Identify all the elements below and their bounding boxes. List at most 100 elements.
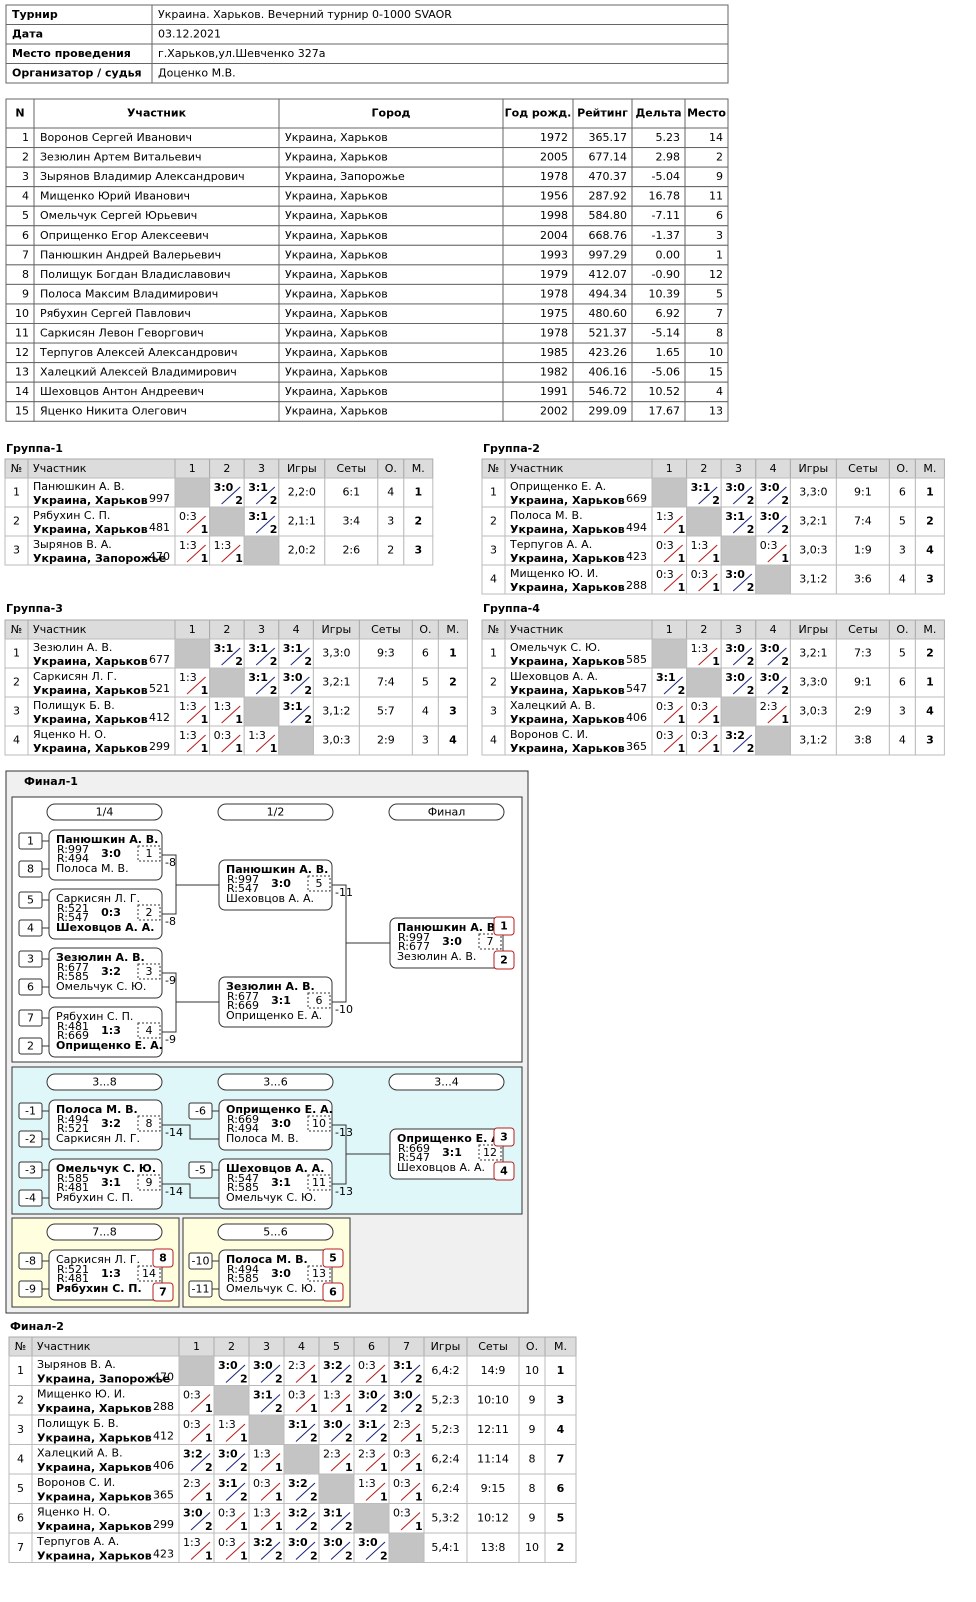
match-box [48, 1158, 163, 1210]
participant-cell: 406.16 [589, 366, 628, 379]
match-points: 1 [415, 1461, 423, 1474]
total-games: 3,2:1 [799, 515, 827, 528]
match-score: 2:3 [358, 1448, 376, 1461]
cell [914, 535, 945, 566]
match-score: 3:0 [323, 1418, 343, 1431]
seed-label: 7 [27, 1012, 34, 1025]
participant-cell: Мищенко Юрий Иванович [40, 190, 190, 203]
match-score: 0:3 [183, 1418, 201, 1431]
final-title: Финал-1 [24, 775, 78, 788]
cell [358, 638, 413, 669]
score-slash [732, 676, 753, 695]
total-points: 9 [529, 1511, 536, 1524]
column-header: Игры [431, 1340, 461, 1353]
match-score: 3:2 [101, 1117, 121, 1130]
row-number: 2 [13, 515, 20, 528]
match-points: 1 [678, 552, 686, 565]
score-slash [663, 573, 683, 592]
cell [686, 564, 722, 595]
player-city: Украина, Харьков [37, 1432, 152, 1445]
round-label [46, 1223, 163, 1241]
player-rating: 288 [626, 579, 647, 592]
score-slash [767, 486, 787, 505]
cell [209, 535, 245, 566]
player-bottom: Оприщенко Е. А. [226, 1009, 322, 1022]
seed-box [188, 1280, 213, 1298]
match-points: 1 [201, 523, 209, 536]
match-score: 3:1 [656, 671, 676, 684]
participant-cell: 7 [716, 307, 723, 320]
cell [283, 1532, 320, 1563]
game-number-box [478, 1144, 502, 1161]
match-points: 1 [415, 1491, 423, 1504]
cell [31, 1444, 180, 1475]
rating-bottom: R:585 [57, 970, 89, 983]
match-points: 2 [235, 494, 243, 507]
column-header: Год рожд. [505, 107, 572, 120]
cell [377, 535, 405, 566]
participant-cell: 1.65 [656, 346, 681, 359]
match-points: 1 [205, 1432, 213, 1445]
match-points: 1 [380, 1491, 388, 1504]
cell [358, 725, 413, 756]
participant-cell: 13 [709, 405, 723, 418]
loser-to: -9 [165, 1033, 176, 1046]
player-rating: 406 [153, 1459, 174, 1472]
final-place: 1 [500, 920, 508, 933]
match-score: 3:0 [760, 642, 780, 655]
player-name: Мищенко Ю. И. [37, 1388, 125, 1401]
column-header: 4 [770, 462, 777, 475]
participant-cell: 16.78 [649, 190, 681, 203]
score-slash [330, 1394, 351, 1413]
participant-cell: 1956 [540, 190, 568, 203]
cell [789, 638, 837, 669]
cell [33, 98, 280, 129]
participant-cell: 0.00 [656, 248, 681, 261]
match-points: 2 [235, 655, 243, 668]
self-cell [248, 1414, 285, 1445]
player-rating: 481 [149, 521, 170, 534]
column-header: Сеты [371, 623, 401, 636]
cell [213, 1444, 250, 1475]
round-label [217, 803, 334, 821]
participant-cell: 584.80 [589, 209, 628, 222]
self-cell [651, 638, 688, 669]
match-points: 2 [380, 1432, 388, 1445]
info-value: 03.12.2021 [158, 28, 221, 41]
score-slash [260, 1512, 281, 1531]
match-score: 0:3 [218, 1536, 236, 1549]
score-slash [663, 734, 683, 753]
match-score: 3:0 [725, 481, 745, 494]
score-slash [698, 734, 718, 753]
participant-cell: Украина, Харьков [285, 131, 388, 144]
column-header: М. [446, 623, 459, 636]
column-header: 1 [666, 462, 673, 475]
total-sets: 1:9 [854, 544, 872, 557]
game-number-box [137, 1174, 161, 1191]
participant-cell: 365.17 [589, 131, 628, 144]
cell [789, 564, 837, 595]
total-games: 2,2:0 [288, 486, 316, 499]
player-bottom: Шеховцов А. А. [226, 892, 314, 905]
cell [278, 477, 326, 508]
score-slash [190, 1482, 211, 1501]
seed-label: -9 [25, 1283, 36, 1296]
column-header: Город [372, 107, 411, 120]
self-cell [213, 1385, 250, 1416]
score-slash [400, 1482, 421, 1501]
rating-bottom: R:585 [227, 1272, 259, 1285]
rating-top: R:481 [57, 1020, 89, 1033]
player-bottom: Шеховцов А. А. [56, 921, 154, 934]
cell [27, 638, 176, 669]
score-slash [255, 676, 276, 695]
column-header: Игры [287, 462, 317, 475]
row-number: 2 [13, 676, 20, 689]
total-points: 10 [525, 1364, 539, 1377]
score-slash [330, 1453, 351, 1472]
match-score: 1:3 [101, 1267, 121, 1280]
total-sets: 3:6 [854, 573, 872, 586]
match-box [48, 947, 163, 999]
cell [423, 1414, 468, 1445]
player-rating: 406 [626, 711, 647, 724]
score-slash [767, 515, 787, 534]
